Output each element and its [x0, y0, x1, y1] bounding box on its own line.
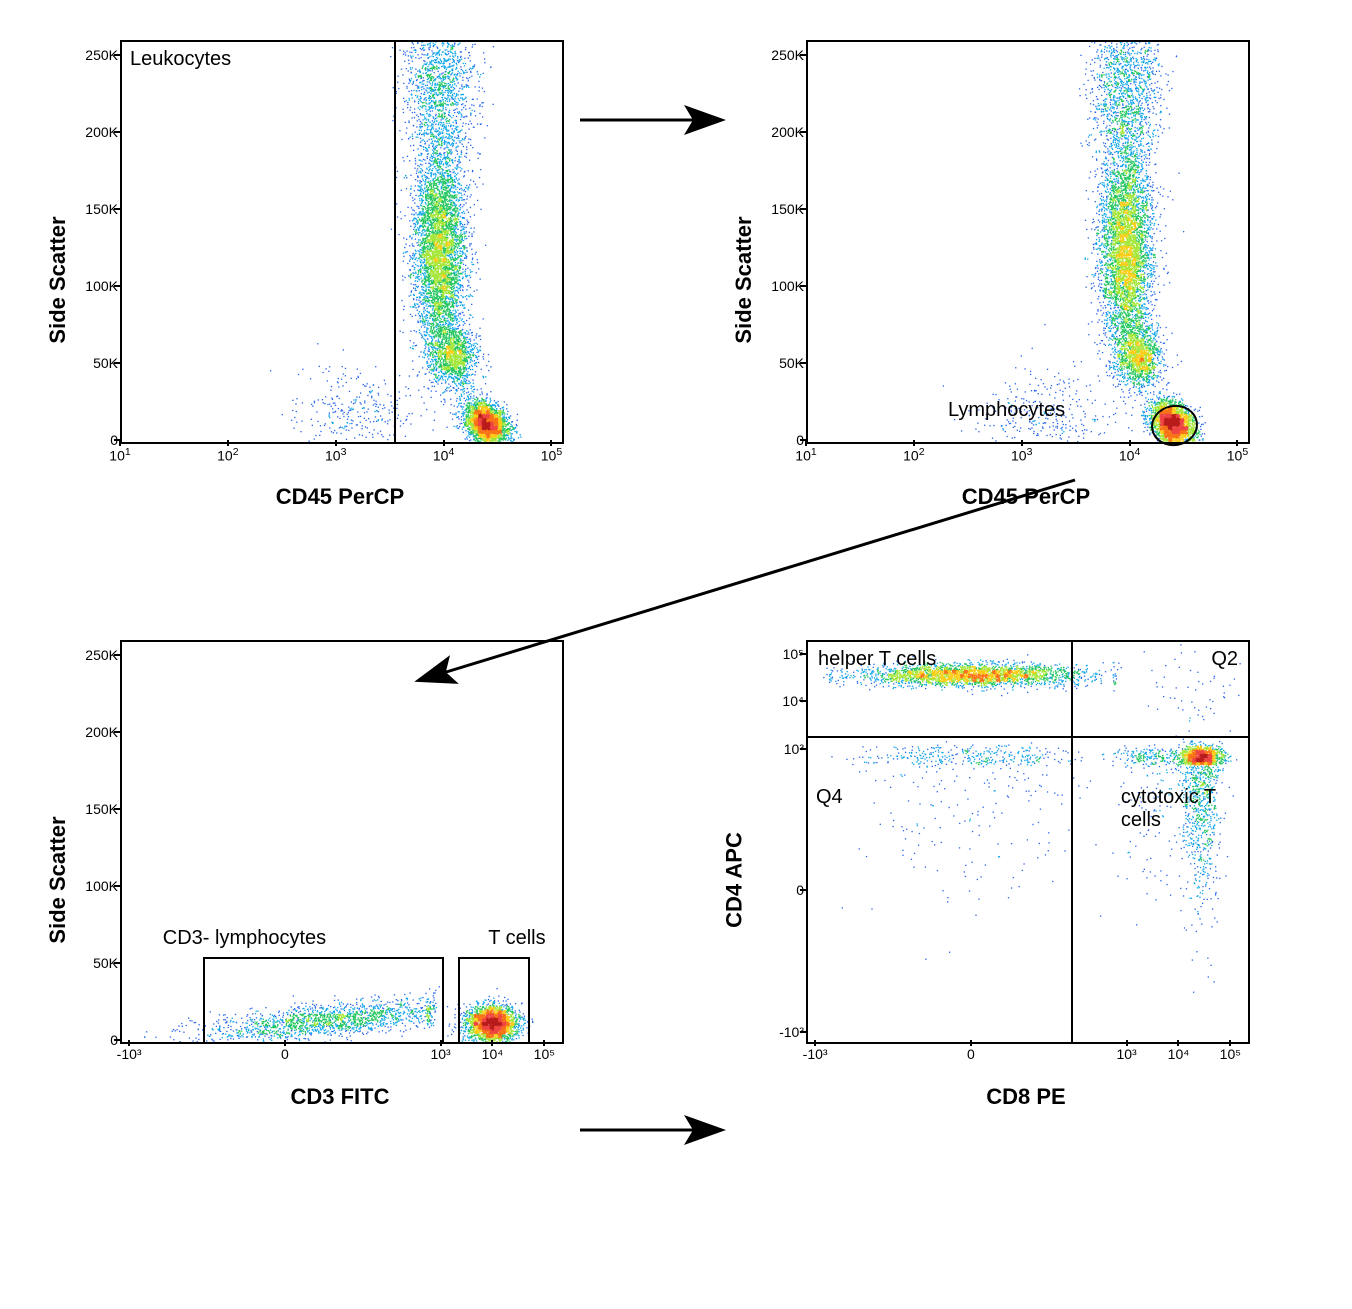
- density-canvas: [808, 642, 1248, 1042]
- tick-mark: [114, 131, 120, 133]
- tick-mark: [800, 208, 806, 210]
- plot-area: Lymphocytes: [806, 40, 1250, 444]
- y-axis-label: CD4 APC: [722, 832, 748, 928]
- tick-label: 101: [795, 446, 816, 464]
- tick-label: 105: [541, 446, 562, 464]
- tick-mark: [491, 1040, 493, 1046]
- quad-v: [1071, 642, 1073, 1042]
- x-axis-label: CD45 PerCP: [120, 484, 560, 510]
- gate-label: Lymphocytes: [948, 399, 1065, 422]
- tick-label: 101: [109, 446, 130, 464]
- tick-mark: [114, 654, 120, 656]
- gate-label: Leukocytes: [130, 48, 231, 71]
- tick-label: 102: [903, 446, 924, 464]
- tick-mark: [128, 1040, 130, 1046]
- tick-mark: [114, 208, 120, 210]
- y-axis-label: Side Scatter: [731, 216, 757, 343]
- tick-mark: [800, 362, 806, 364]
- x-axis-label: CD45 PerCP: [806, 484, 1246, 510]
- tick-label: -10³: [803, 1046, 828, 1062]
- tick-label: 103: [1011, 446, 1032, 464]
- tick-mark: [800, 653, 806, 655]
- tick-mark: [913, 440, 915, 446]
- tick-mark: [114, 885, 120, 887]
- tick-mark: [114, 54, 120, 56]
- tick-mark: [800, 889, 806, 891]
- tick-label: 10⁵: [1220, 1046, 1241, 1062]
- tick-mark: [440, 1040, 442, 1046]
- density-canvas: [808, 42, 1248, 442]
- x-axis-label: CD8 PE: [806, 1084, 1246, 1110]
- plot-area: helper T cells Q2 cytotoxic T cells Q4: [806, 640, 1250, 1044]
- tick-mark: [800, 54, 806, 56]
- scatter-panel-lymphocytes: Side Scatter CD45 PerCP Lymphocytes 050K…: [706, 20, 1286, 540]
- quad-label-q1: helper T cells: [818, 648, 936, 671]
- tick-mark: [1129, 440, 1131, 446]
- tick-mark: [119, 440, 121, 446]
- tick-mark: [114, 808, 120, 810]
- tick-mark: [800, 700, 806, 702]
- tick-mark: [800, 748, 806, 750]
- tick-mark: [550, 440, 552, 446]
- tick-label: 10⁴: [1168, 1046, 1190, 1062]
- tick-label: 10⁴: [482, 1046, 504, 1062]
- y-axis-label: Side Scatter: [45, 216, 71, 343]
- tick-label: 0: [967, 1046, 975, 1062]
- gate-line: [394, 42, 396, 442]
- plot-area: Leukocytes: [120, 40, 564, 444]
- figure-grid: Side Scatter CD45 PerCP Leukocytes 050K1…: [20, 20, 1332, 1140]
- tick-mark: [227, 440, 229, 446]
- tick-mark: [114, 962, 120, 964]
- tick-mark: [1177, 1040, 1179, 1046]
- tick-mark: [443, 440, 445, 446]
- gate-rect-left: [203, 957, 444, 1044]
- tick-label: 10³: [430, 1046, 450, 1062]
- quad-h: [808, 736, 1248, 738]
- scatter-panel-leukocytes: Side Scatter CD45 PerCP Leukocytes 050K1…: [20, 20, 600, 540]
- tick-mark: [800, 1031, 806, 1033]
- tick-label: -10³: [117, 1046, 142, 1062]
- tick-mark: [805, 440, 807, 446]
- tick-mark: [800, 285, 806, 287]
- tick-mark: [114, 285, 120, 287]
- tick-mark: [800, 131, 806, 133]
- tick-label: 103: [325, 446, 346, 464]
- plot-area: CD3- lymphocytes T cells: [120, 640, 564, 1044]
- y-axis-label: Side Scatter: [45, 816, 71, 943]
- density-canvas: [122, 42, 562, 442]
- tick-mark: [1126, 1040, 1128, 1046]
- tick-mark: [1021, 440, 1023, 446]
- x-axis-label: CD3 FITC: [120, 1084, 560, 1110]
- gate-label-left: CD3- lymphocytes: [163, 927, 326, 950]
- tick-mark: [814, 1040, 816, 1046]
- quad-label-q4: Q4: [816, 786, 843, 809]
- tick-label: 102: [217, 446, 238, 464]
- tick-label: 0: [281, 1046, 289, 1062]
- tick-label: 10⁵: [534, 1046, 555, 1062]
- scatter-panel-cd3: Side Scatter CD3 FITC CD3- lymphocytes T…: [20, 620, 600, 1140]
- tick-mark: [114, 731, 120, 733]
- gate-label-right: T cells: [488, 927, 545, 950]
- tick-mark: [970, 1040, 972, 1046]
- tick-mark: [543, 1040, 545, 1046]
- tick-mark: [1229, 1040, 1231, 1046]
- tick-label: 105: [1227, 446, 1248, 464]
- scatter-panel-cd4cd8: CD4 APC CD8 PE helper T cells Q2 cytotox…: [706, 620, 1286, 1140]
- tick-mark: [114, 1039, 120, 1041]
- quad-label-q3: cytotoxic T cells: [1121, 786, 1248, 832]
- tick-label: 104: [433, 446, 454, 464]
- tick-label: 104: [1119, 446, 1140, 464]
- tick-mark: [335, 440, 337, 446]
- tick-label: 10³: [1116, 1046, 1136, 1062]
- gate-rect-right: [458, 957, 530, 1044]
- quad-label-q2: Q2: [1211, 648, 1238, 671]
- tick-mark: [1236, 440, 1238, 446]
- tick-mark: [284, 1040, 286, 1046]
- tick-mark: [114, 362, 120, 364]
